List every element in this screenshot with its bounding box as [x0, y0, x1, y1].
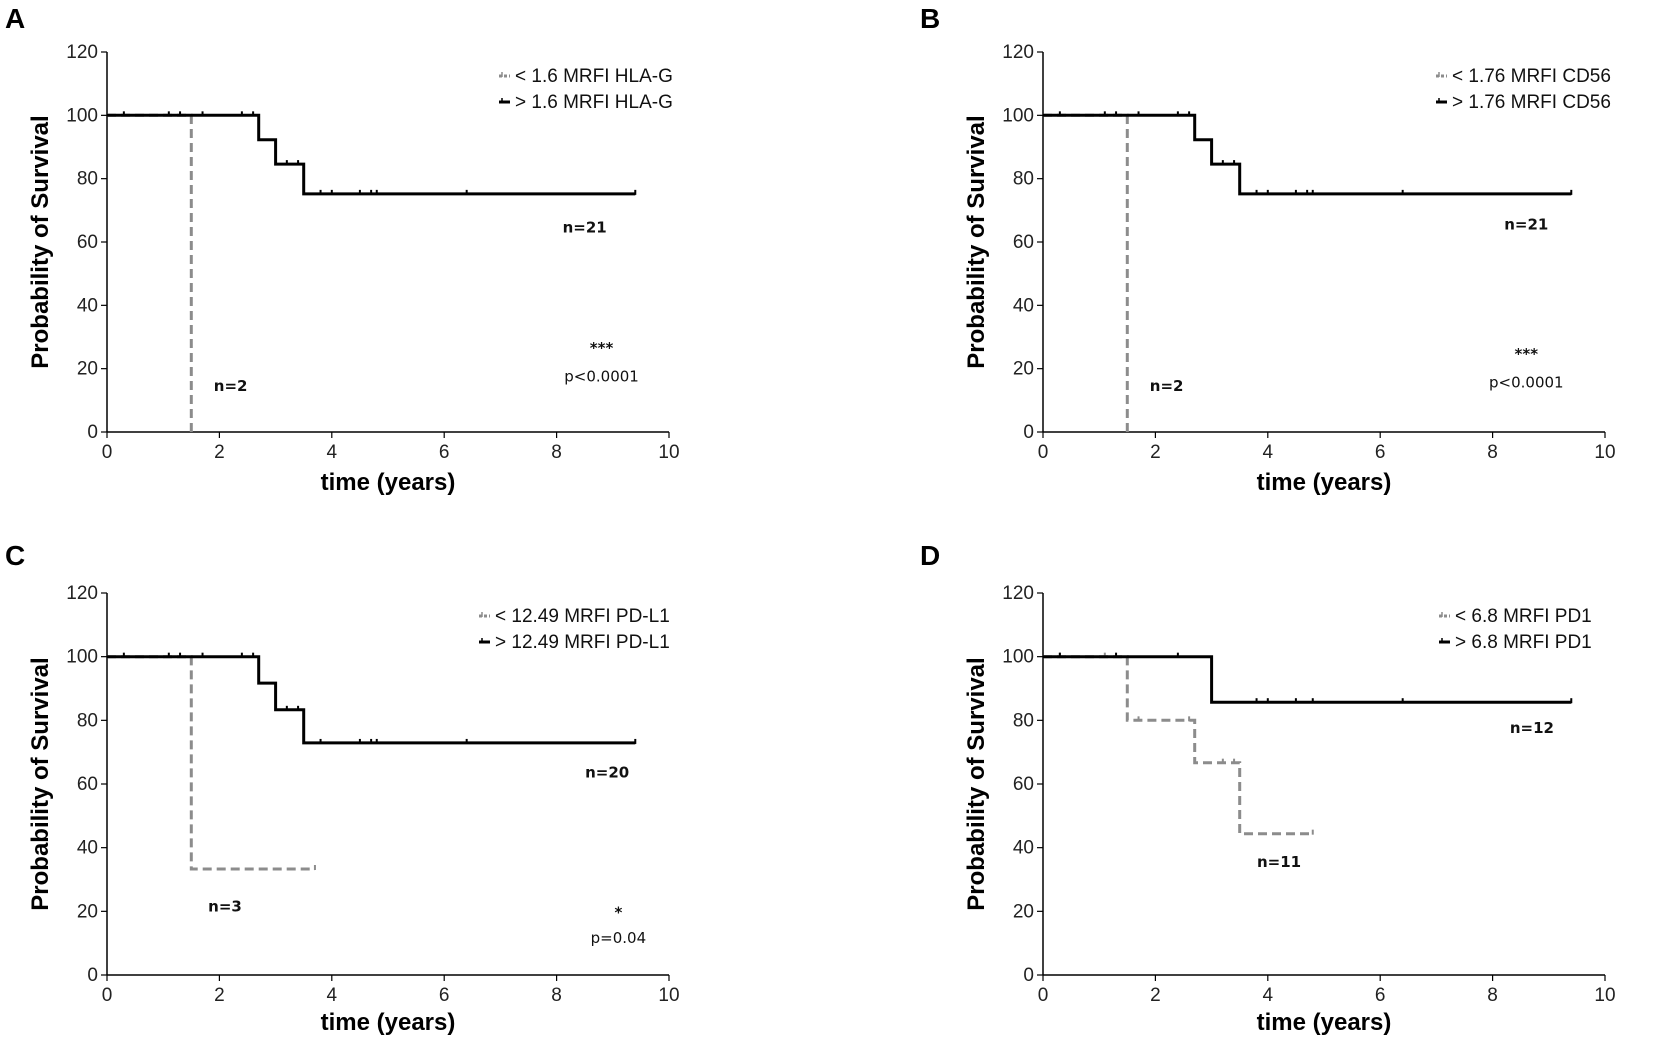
x-tick-label: 4	[1263, 442, 1274, 463]
y-tick-label: 60	[77, 232, 98, 253]
x-tick-label: 10	[1594, 985, 1615, 1006]
y-tick-label: 100	[66, 647, 98, 668]
x-tick-label: 0	[102, 985, 113, 1006]
x-tick-label: 2	[1150, 985, 1161, 1006]
y-tick-label: 0	[87, 422, 98, 443]
annotation-n: n=11	[1257, 853, 1301, 871]
series-line-high	[1043, 655, 1572, 704]
y-tick-label: 40	[1013, 838, 1034, 859]
x-tick-label: 0	[1038, 442, 1049, 463]
x-tick-label: 2	[214, 442, 225, 463]
x-tick-label: 8	[551, 985, 562, 1006]
y-tick-label: 20	[77, 901, 98, 922]
y-axis-label: Probability of Survival	[27, 657, 54, 910]
legend-entry: > 1.6 MRFI HLA-G	[515, 92, 673, 113]
x-axis-label: time (years)	[1257, 1009, 1392, 1036]
x-axis-label: time (years)	[321, 469, 456, 496]
series-line-low	[1043, 655, 1313, 836]
panel-letter: D	[920, 540, 940, 571]
y-tick-label: 0	[1023, 422, 1034, 443]
y-tick-label: 0	[1023, 965, 1034, 986]
series-line-high	[107, 113, 636, 196]
y-tick-label: 20	[77, 359, 98, 380]
annotation-n: n=2	[1150, 377, 1184, 395]
x-tick-label: 10	[658, 985, 679, 1006]
y-tick-label: 20	[1013, 359, 1034, 380]
x-axis-label: time (years)	[321, 1009, 456, 1036]
x-tick-label: 6	[439, 985, 450, 1006]
x-tick-label: 0	[1038, 985, 1049, 1006]
annotation-n: n=2	[214, 377, 248, 395]
legend-entry: > 12.49 MRFI PD-L1	[495, 632, 670, 653]
x-tick-label: 4	[1263, 985, 1274, 1006]
y-tick-label: 0	[87, 965, 98, 986]
panel-C: C 0 20 40 60 80 100 120 0 2 4 6 8 10 time (years) Proba…	[5, 540, 680, 1036]
y-tick-label: 60	[77, 774, 98, 795]
panel-letter: B	[920, 3, 940, 34]
x-tick-label: 4	[327, 442, 338, 463]
y-tick-label: 100	[1002, 647, 1034, 668]
y-tick-label: 60	[1013, 232, 1034, 253]
annotation-n: n=12	[1510, 719, 1554, 737]
x-tick-label: 6	[1375, 442, 1386, 463]
y-tick-label: 120	[1002, 583, 1034, 604]
series-line-low	[107, 655, 315, 871]
legend-entry: > 6.8 MRFI PD1	[1455, 632, 1592, 653]
annotation-stars: ***	[590, 339, 614, 357]
y-tick-label: 120	[1002, 42, 1034, 63]
x-tick-label: 10	[1594, 442, 1615, 463]
panel-B: B 0 20 40 60 80 100 120 0 2 4 6 8 10 time (years) Proba…	[920, 3, 1616, 496]
x-axis-label: time (years)	[1257, 469, 1392, 496]
panel-A: A 0 20 40 60 80 100 120 0 2 4 6 8 10 time (years) Proba…	[5, 3, 680, 496]
x-tick-label: 6	[439, 442, 450, 463]
y-tick-label: 80	[1013, 169, 1034, 190]
annotation-p: p=0.04	[591, 929, 647, 947]
x-tick-label: 6	[1375, 985, 1386, 1006]
annotation-stars: ***	[1515, 345, 1539, 363]
legend-entry: < 12.49 MRFI PD-L1	[495, 606, 670, 627]
x-tick-label: 8	[1487, 985, 1498, 1006]
y-tick-label: 40	[1013, 295, 1034, 316]
x-tick-label: 2	[1150, 442, 1161, 463]
x-tick-label: 8	[1487, 442, 1498, 463]
y-tick-label: 40	[77, 838, 98, 859]
y-tick-label: 60	[1013, 774, 1034, 795]
y-tick-label: 120	[66, 583, 98, 604]
y-axis-label: Probability of Survival	[963, 115, 990, 368]
y-axis-label: Probability of Survival	[27, 115, 54, 368]
series-line-low	[107, 113, 193, 432]
x-tick-label: 4	[327, 985, 338, 1006]
y-tick-label: 80	[77, 710, 98, 731]
annotation-p: p<0.0001	[1489, 374, 1564, 392]
annotation-n: n=20	[585, 764, 629, 782]
x-tick-label: 8	[551, 442, 562, 463]
x-tick-label: 10	[658, 442, 679, 463]
legend-entry: < 6.8 MRFI PD1	[1455, 606, 1592, 627]
legend-entry: < 1.76 MRFI CD56	[1452, 66, 1611, 87]
series-line-low	[1043, 113, 1129, 432]
y-tick-label: 40	[77, 295, 98, 316]
annotation-n: n=3	[208, 897, 242, 915]
y-axis-label: Probability of Survival	[963, 657, 990, 910]
annotation-p: p<0.0001	[564, 367, 639, 385]
y-tick-label: 20	[1013, 901, 1034, 922]
x-tick-label: 2	[214, 985, 225, 1006]
legend-entry: > 1.76 MRFI CD56	[1452, 92, 1611, 113]
y-tick-label: 100	[1002, 105, 1034, 126]
series-line-high	[107, 655, 636, 745]
series-line-high	[1043, 113, 1572, 196]
panel-letter: A	[5, 3, 25, 34]
y-tick-label: 80	[1013, 710, 1034, 731]
annotation-n: n=21	[563, 219, 607, 237]
y-tick-label: 100	[66, 105, 98, 126]
annotation-n: n=21	[1504, 215, 1548, 233]
y-tick-label: 120	[66, 42, 98, 63]
legend-entry: < 1.6 MRFI HLA-G	[515, 66, 673, 87]
panel-D: D 0 20 40 60 80 100 120 0 2 4 6 8 10 time (years) Proba…	[920, 540, 1616, 1036]
y-tick-label: 80	[77, 169, 98, 190]
annotation-stars: *	[614, 904, 622, 922]
x-tick-label: 0	[102, 442, 113, 463]
panel-letter: C	[5, 540, 25, 571]
